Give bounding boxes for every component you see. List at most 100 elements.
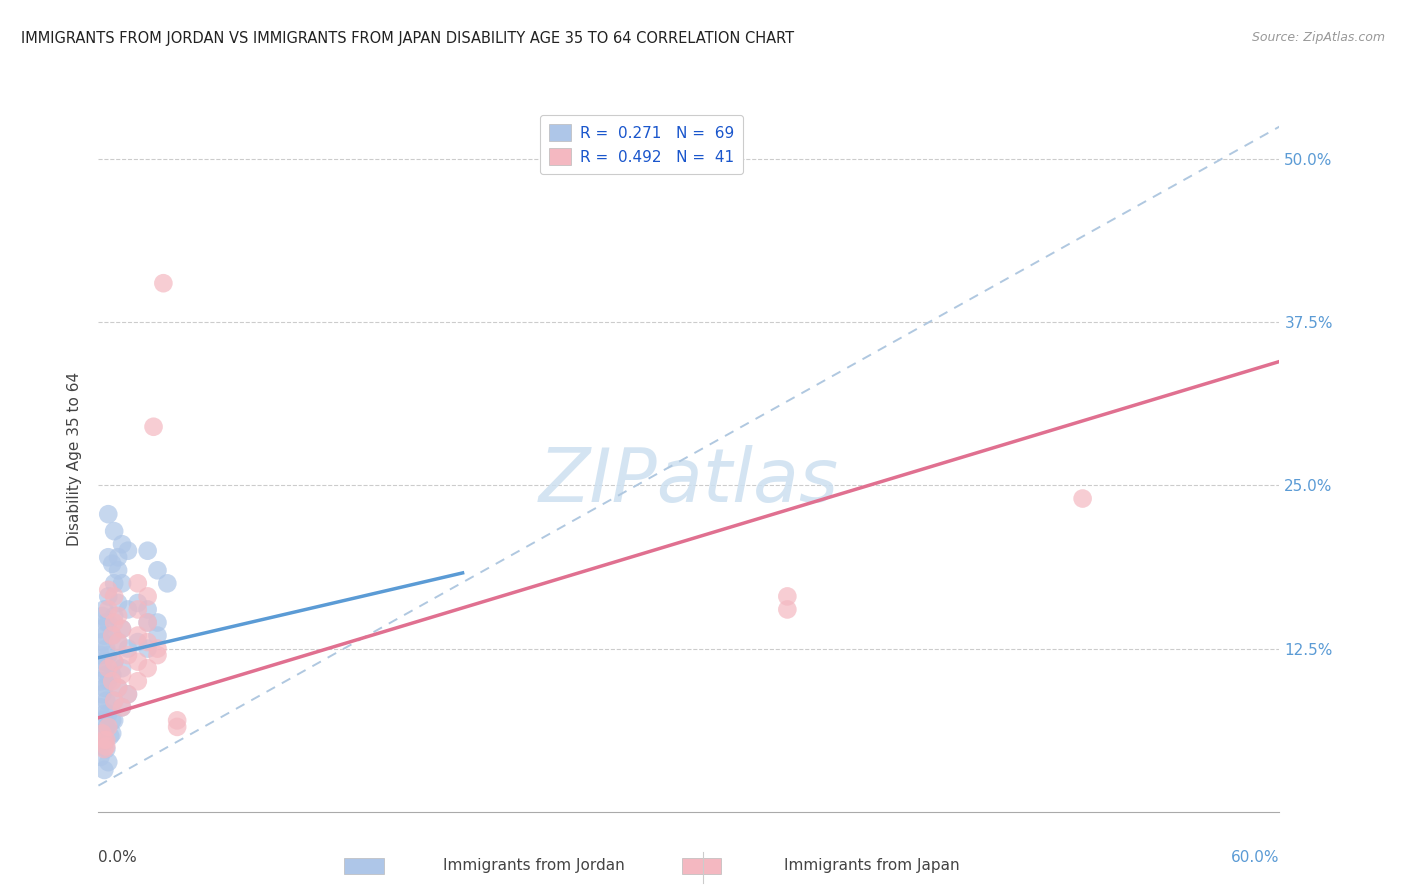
Point [136, 615, 159, 630]
Point [103, 655, 125, 669]
Point [111, 667, 134, 681]
Point [89, 674, 111, 689]
Point [111, 576, 134, 591]
Point [136, 543, 159, 558]
Point [101, 667, 124, 681]
Point [156, 576, 179, 591]
Point [91, 661, 114, 675]
Text: 0.0%: 0.0% [98, 850, 138, 865]
Point [91, 726, 114, 740]
Point [89, 648, 111, 662]
Point [166, 714, 188, 728]
Point [97, 720, 120, 734]
Point [89, 622, 111, 636]
Text: Immigrants from Jordan: Immigrants from Jordan [443, 858, 626, 872]
Point [96, 742, 118, 756]
Point [103, 609, 125, 624]
Point [117, 602, 139, 616]
Point [127, 635, 149, 649]
Point [96, 641, 118, 656]
Point [101, 629, 124, 643]
Point [103, 615, 125, 630]
Point [96, 739, 118, 754]
Point [97, 602, 120, 616]
Legend: R =  0.271   N =  69, R =  0.492   N =  41: R = 0.271 N = 69, R = 0.492 N = 41 [540, 115, 744, 175]
Point [107, 596, 129, 610]
Point [91, 739, 114, 754]
Point [107, 635, 129, 649]
Point [136, 615, 159, 630]
Point [152, 277, 174, 291]
Point [91, 635, 114, 649]
Point [136, 635, 159, 649]
Point [127, 629, 149, 643]
Point [89, 700, 111, 714]
Point [97, 674, 120, 689]
Point [107, 550, 129, 565]
Point [776, 602, 799, 616]
Point [93, 742, 115, 756]
Point [107, 609, 129, 624]
Point [103, 655, 125, 669]
Point [111, 537, 134, 551]
Point [97, 590, 120, 604]
Point [97, 582, 120, 597]
Point [89, 726, 111, 740]
Point [107, 635, 129, 649]
Point [117, 687, 139, 701]
Point [101, 674, 124, 689]
Point [93, 629, 115, 643]
Point [1071, 491, 1094, 506]
Point [96, 694, 118, 708]
Point [146, 563, 169, 577]
Text: 60.0%: 60.0% [1232, 850, 1279, 865]
Point [111, 622, 134, 636]
Point [91, 714, 114, 728]
Point [117, 687, 139, 701]
Point [103, 576, 125, 591]
Point [93, 733, 115, 747]
Point [97, 550, 120, 565]
Point [117, 648, 139, 662]
Point [136, 661, 159, 675]
Point [96, 720, 118, 734]
Point [103, 524, 125, 538]
Point [776, 590, 799, 604]
Point [101, 557, 124, 571]
Point [111, 700, 134, 714]
Point [97, 706, 120, 721]
Point [103, 714, 125, 728]
Text: Immigrants from Japan: Immigrants from Japan [785, 858, 959, 872]
Point [97, 661, 120, 675]
Point [117, 543, 139, 558]
Point [93, 733, 115, 747]
Point [93, 681, 115, 695]
Point [103, 694, 125, 708]
Y-axis label: Disability Age 35 to 64: Disability Age 35 to 64 [67, 372, 83, 547]
Point [101, 726, 124, 740]
Point [91, 609, 114, 624]
Point [96, 667, 118, 681]
Point [111, 622, 134, 636]
Point [111, 700, 134, 714]
Text: Source: ZipAtlas.com: Source: ZipAtlas.com [1251, 31, 1385, 45]
Text: ZIPatlas: ZIPatlas [538, 444, 839, 516]
Point [142, 419, 165, 434]
Point [97, 755, 120, 769]
Point [96, 615, 118, 630]
Point [107, 563, 129, 577]
Point [127, 674, 149, 689]
Point [103, 590, 125, 604]
Point [93, 706, 115, 721]
Point [97, 615, 120, 630]
Point [89, 750, 111, 764]
Point [117, 641, 139, 656]
Point [136, 602, 159, 616]
Point [96, 733, 118, 747]
Point [93, 763, 115, 777]
Point [146, 648, 169, 662]
Text: IMMIGRANTS FROM JORDAN VS IMMIGRANTS FROM JAPAN DISABILITY AGE 35 TO 64 CORRELAT: IMMIGRANTS FROM JORDAN VS IMMIGRANTS FRO… [21, 31, 794, 46]
Point [146, 629, 169, 643]
Point [111, 661, 134, 675]
Point [98, 729, 121, 743]
